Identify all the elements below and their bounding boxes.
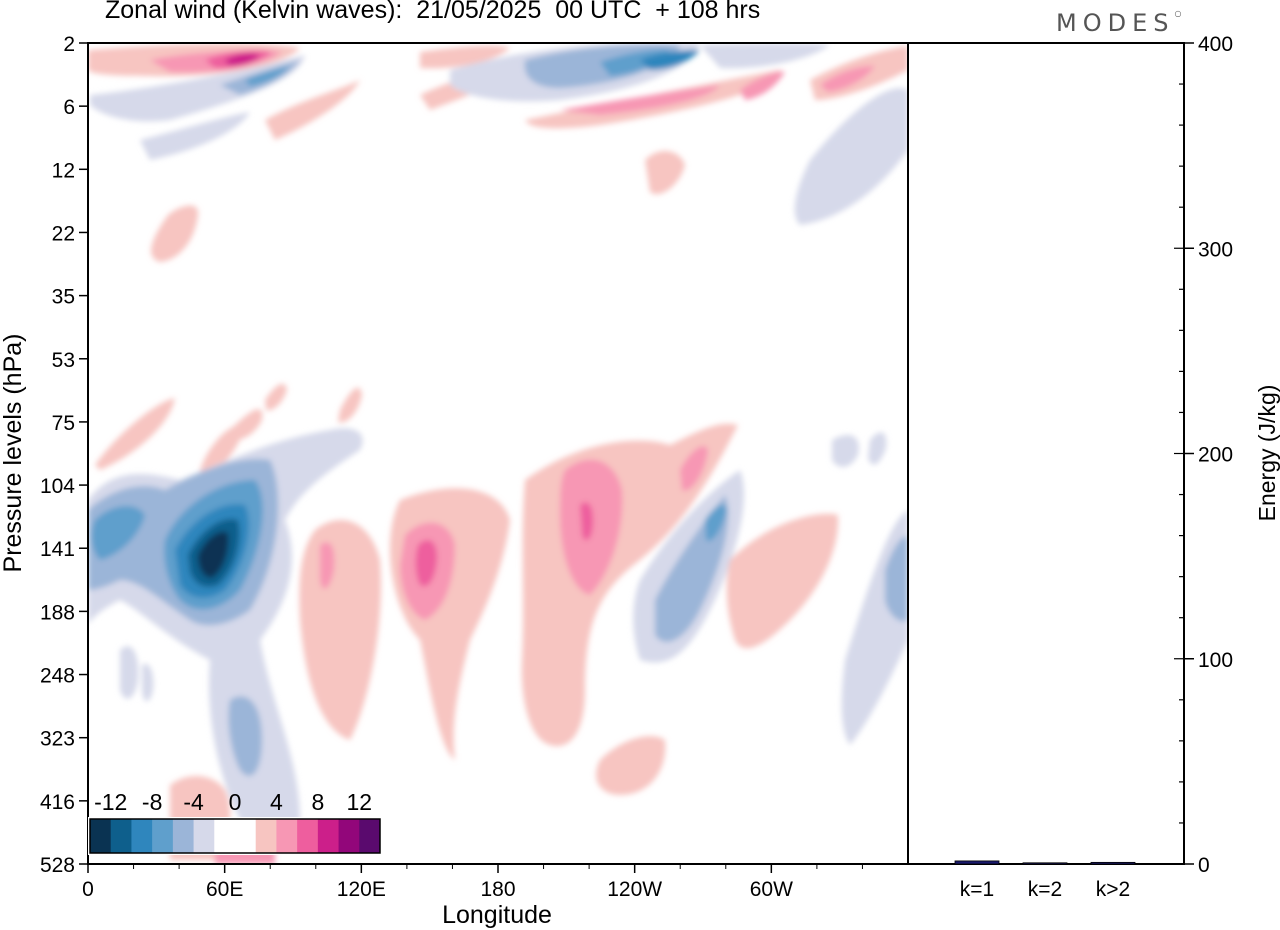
energy-bar [1022, 862, 1068, 865]
y-tick-label: 12 [52, 159, 75, 182]
colorbar-frame [89, 818, 381, 854]
heatmap-axes: 0 60E 120E 180 120W 60W 2 6 12 22 35 53 75 104 141 188 2… [40, 33, 863, 901]
energy-bar [954, 860, 1000, 865]
upper-pink-streaks [151, 45, 908, 262]
energy-axis-label: Energy (J/kg) [1254, 385, 1280, 522]
colorbar-label: 12 [346, 789, 372, 815]
energy-tick-label: 300 [1198, 238, 1233, 261]
positive-cell-120e [299, 520, 381, 740]
modes-logo: MODES○ [1056, 9, 1182, 37]
colorbar-swatch [110, 819, 132, 853]
negative-cell-120w [633, 470, 744, 663]
y-tick-label: 2 [63, 33, 75, 56]
upper-negative-band-east [450, 43, 908, 225]
colorbar-label: 0 [229, 789, 242, 815]
colorbar-label: 8 [311, 789, 324, 815]
energy-bar [1090, 861, 1136, 865]
logo-text: MODES [1056, 9, 1175, 37]
colorbar-swatch [172, 819, 195, 853]
x-tick-label: 180 [480, 878, 515, 901]
positive-cell-60w [726, 513, 839, 649]
chart-title: Zonal wind (Kelvin waves): 21/05/2025 00… [105, 0, 761, 24]
negative-cell-east-edge [832, 432, 908, 745]
y-tick-label: 75 [52, 412, 75, 435]
colorbar-swatch [317, 819, 340, 853]
colorbar-swatch [90, 819, 112, 853]
colorbar-label: -8 [142, 789, 162, 815]
colorbar-swatch [359, 819, 381, 853]
y-tick-label: 35 [52, 286, 75, 309]
y-tick-label: 528 [40, 854, 75, 877]
mid-pink-streaks [95, 383, 362, 478]
energy-bars: k=1 k=2 k>2 [954, 860, 1136, 901]
colorbar-label: 4 [270, 789, 283, 815]
colorbar-swatch [255, 819, 277, 853]
upper-positive-band-west [88, 43, 300, 77]
colorbar-swatch [214, 819, 236, 853]
x-axis-label: Longitude [442, 901, 552, 929]
y-tick-label: 22 [52, 222, 75, 245]
y-tick-label: 416 [40, 791, 75, 814]
x-tick-label: 0 [82, 878, 94, 901]
colorbar-label: -12 [94, 789, 127, 815]
colorbar-swatch [276, 819, 298, 853]
bar-category-label: k=2 [1028, 878, 1062, 901]
colorbar-swatch [235, 819, 257, 853]
colorbar: -12 -8 -4 0 4 8 12 [88, 789, 382, 855]
y-tick-label: 323 [40, 728, 75, 751]
y-tick-label: 6 [63, 96, 75, 119]
x-tick-label: 60W [750, 878, 793, 901]
y-tick-label: 248 [40, 665, 75, 688]
y-tick-label: 188 [40, 601, 75, 624]
colorbar-swatch [152, 819, 174, 853]
colorbar-swatch [131, 819, 153, 853]
y-tick-label: 104 [40, 475, 75, 498]
y-axis-label: Pressure levels (hPa) [0, 334, 27, 573]
positive-cell-150e [390, 488, 510, 760]
positive-cell-dateline [521, 423, 738, 795]
upper-negative-band-west [90, 55, 305, 160]
y-tick-label: 53 [52, 349, 75, 372]
energy-tick-label: 400 [1198, 33, 1233, 56]
bar-panel-frame [907, 42, 1185, 865]
bar-category-label: k>2 [1096, 878, 1130, 901]
y-tick-label: 141 [40, 538, 75, 561]
energy-tick-label: 0 [1198, 854, 1210, 877]
colorbar-swatch [338, 819, 360, 853]
heatmap-contours [88, 43, 908, 864]
colorbar-swatch [193, 819, 215, 853]
negative-core-west [88, 428, 363, 850]
energy-tick-label: 200 [1198, 444, 1233, 467]
energy-tick-label: 100 [1198, 649, 1233, 672]
x-tick-label: 120W [607, 878, 662, 901]
x-tick-label: 120E [337, 878, 386, 901]
colorbar-label: -4 [183, 789, 204, 815]
x-tick-label: 60E [206, 878, 243, 901]
bar-category-label: k=1 [960, 878, 994, 901]
colorbar-swatch [297, 819, 319, 853]
bar-axes: 0 100 200 300 400 [1174, 33, 1233, 877]
